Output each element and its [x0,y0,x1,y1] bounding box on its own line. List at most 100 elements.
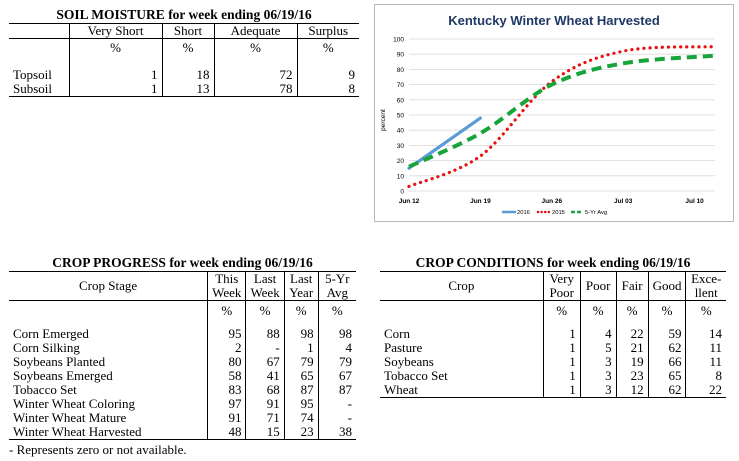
cell-value: 74 [283,410,319,425]
cell-value: 59 [647,326,686,341]
column-header: Poor [579,271,617,301]
row-label: Wheat [380,382,544,398]
column-header: Exce- [685,271,726,286]
table-row: Corn 1 4 22 59 14 [380,325,726,341]
cell-value: 48 [207,424,246,440]
table-header-row: Poor llent [380,286,726,301]
column-header: This [207,271,246,286]
crop-conditions-section: CROP CONDITIONS for week ending 06/19/16… [380,254,726,398]
chart-gridlines [409,38,715,192]
units-row: % % % % [9,300,356,322]
cell-value: 9 [296,67,359,82]
series-line-5-yr-avg [408,53,716,169]
cell-value: 3 [579,354,617,369]
column-header: Week [245,286,285,301]
series-line-2015 [407,45,717,189]
cell-value: 88 [245,326,285,341]
row-label: Tobacco Set [384,367,448,383]
units-row: % % % % [9,38,359,58]
cell-value: 1 [542,340,581,355]
unit-label: % [245,300,285,322]
row-label: Subsoil [9,81,69,97]
cell-value: 15 [245,424,285,440]
cell-value: 22 [685,382,726,398]
table-row: Corn Silking 2-1 4 [9,339,356,355]
row-label: Topsoil [13,66,52,82]
cell-value: 79 [283,354,319,369]
y-tick-label: 10 [397,173,405,180]
y-tick-label: 0 [400,189,404,196]
table-row: Soybeans Emerged 58 41 65 67 [9,367,356,383]
cell-value: 21 [615,340,649,355]
column-header: Surplus [296,23,359,39]
column-header: Poor [542,286,581,301]
cell-value: 8 [296,81,359,97]
crop-progress-section: CROP PROGRESS for week ending 06/19/16 C… [9,254,356,458]
units-row: % % % % % [380,300,726,322]
y-tick-label: 70 [397,82,405,89]
cell-value: 67 [317,368,356,383]
cell-value: 13 [161,81,214,97]
cell-value: - [317,410,356,425]
unit-label: % [579,300,617,322]
cell-value: 4 [317,340,356,355]
unit-label: % [317,300,356,322]
cell-value: 23 [283,424,319,440]
legend-label: 2015 [552,210,565,216]
cell-value: 1 [542,382,581,398]
cell-value: 98 [317,326,356,341]
x-tick-label: Jun 12 [399,198,420,205]
unit-label: % [207,300,246,322]
y-tick-label: 90 [397,52,405,59]
cell-value: 1 [542,354,581,369]
y-tick-label: 100 [393,37,404,44]
soil-moisture-section: SOIL MOISTURE for week ending 06/19/16 V… [9,6,359,97]
cell-value: 3 [579,368,617,383]
unit-label: % [296,38,359,58]
column-header: Avg [317,286,356,301]
cell-value: 97 [207,396,246,411]
unit-label: % [615,300,649,322]
y-axis-label: percent [380,109,387,131]
cell-value: 23 [615,368,649,383]
cell-value: 71 [245,410,285,425]
row-label: Corn [384,325,410,341]
row-label: Winter Wheat Harvested [9,424,208,440]
cell-value: 14 [685,326,726,341]
cell-value: 11 [685,354,726,369]
crop-header: Crop [380,271,544,301]
table-row: Winter Wheat Harvested 48 15 23 38 [9,424,356,440]
cell-value: 65 [647,368,686,383]
cell-value: - [245,340,285,355]
cell-value: 1 [283,340,319,355]
column-header: Good [647,271,686,301]
crop-progress-rows: Corn Emerged 95 88 98 98 Corn Silking 2-1 4 Soyb… [9,325,356,440]
footnote: - Represents zero or not available. [9,441,187,457]
table-row: Wheat 1 3 12 62 22 [380,382,726,398]
cell-value: 98 [283,326,319,341]
cell-value: 19 [615,354,649,369]
soil-moisture-title: SOIL MOISTURE for week ending 06/19/16 [56,7,312,22]
cell-value: 18 [161,67,214,82]
row-label: Soybeans Emerged [13,367,113,383]
cell-value: 91 [207,410,246,425]
x-tick-label: Jun 26 [542,198,563,205]
crop-conditions-table: Crop Very Poor Fair Good Exce- Poor llen… [380,271,726,398]
crop-stage-header: Crop Stage [9,271,208,301]
unit-label: % [213,38,297,58]
crop-progress-title: CROP PROGRESS for week ending 06/19/16 [52,255,313,270]
table-header-row: Week Week Year Avg [9,286,356,301]
chart-legend: 2016 2015 5-Yr Avg [501,210,607,216]
table-row: Winter Wheat Mature 91 71 74- [9,410,356,425]
column-header: Week [207,286,246,301]
row-label: Corn Silking [13,339,80,355]
wheat-harvest-chart: Kentucky Winter Wheat Harvested 0 10 20 30 4… [374,4,734,222]
row-label: Soybeans [384,353,434,369]
cell-value: 62 [647,340,686,355]
unit-label: % [283,300,319,322]
cell-value: 83 [207,382,246,397]
cell-value: 3 [579,382,617,398]
cell-value: 95 [283,396,319,411]
table-row: Tobacco Set 1 3 23 65 8 [380,367,726,383]
row-label: Corn Emerged [13,325,89,341]
